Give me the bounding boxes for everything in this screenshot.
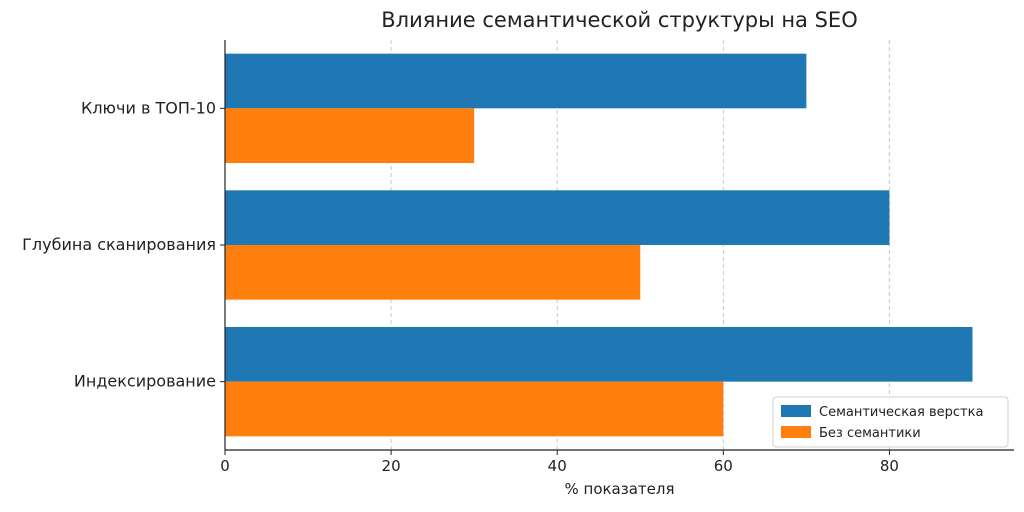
bar (225, 327, 973, 382)
bar (225, 108, 475, 163)
legend-label: Семантическая верстка (819, 405, 983, 420)
x-tick-label: 60 (714, 457, 733, 475)
bar (225, 190, 890, 245)
category-labels: Индексирование Глубина сканирования Ключи … (22, 98, 225, 391)
category-label: Глубина сканирования (22, 235, 216, 254)
chart-title: Влияние семантической структуры на SEO (381, 8, 857, 32)
legend-box (772, 396, 1009, 448)
x-tick-label: 40 (548, 457, 567, 475)
legend-label: Без семантики (819, 426, 921, 441)
legend: Семантическая верстка Без семантики (772, 396, 1009, 448)
bar (225, 53, 807, 109)
legend-swatch (781, 426, 811, 438)
x-tick-label: 20 (382, 457, 401, 475)
bars (225, 53, 973, 437)
x-axis-title: % показателя (564, 480, 674, 498)
bar (225, 381, 724, 437)
category-label: Индексирование (74, 372, 216, 391)
x-tick-label: 0 (220, 457, 230, 475)
x-tick-label: 80 (880, 457, 899, 475)
x-ticks: 0 20 40 60 80 (220, 450, 899, 475)
category-label: Ключи в ТОП-10 (81, 98, 216, 117)
legend-swatch (781, 405, 811, 417)
bar (225, 245, 641, 300)
